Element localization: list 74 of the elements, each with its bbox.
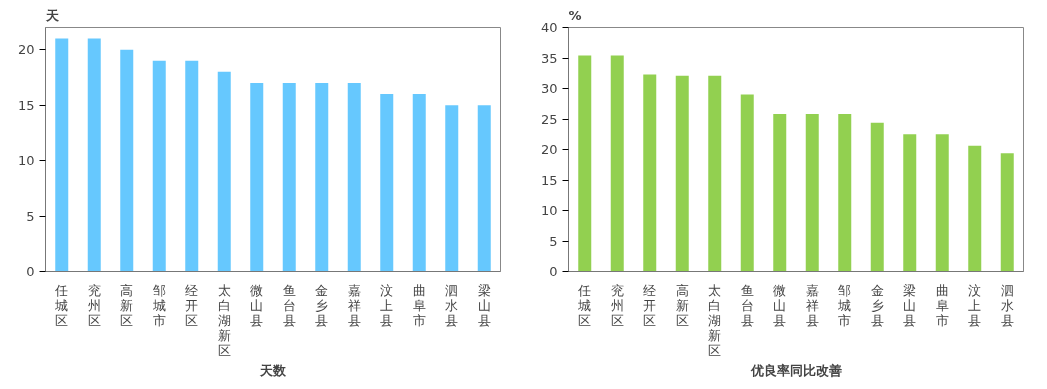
x-tick-label: 高新区 — [120, 282, 134, 328]
bar — [675, 75, 689, 272]
bar — [347, 82, 361, 272]
y-tick-label: 10 — [17, 153, 35, 169]
bar — [903, 134, 917, 272]
x-tick-label: 曲阜市 — [412, 282, 426, 328]
x-tick-label: 汶上县 — [968, 282, 982, 328]
bar — [185, 60, 199, 272]
y-tick-label: 40 — [540, 20, 558, 35]
bar — [805, 114, 819, 272]
y-tick-label: 10 — [540, 203, 558, 218]
x-tick-label: 任城区 — [577, 282, 592, 328]
x-tick-label: 兖州区 — [610, 282, 624, 328]
bar — [870, 122, 884, 272]
bar — [578, 55, 592, 272]
y-tick-label: 20 — [17, 42, 35, 58]
bar — [87, 38, 101, 272]
x-tick-label: 邹城市 — [837, 282, 852, 328]
x-tick-label: 邹城市 — [151, 282, 166, 328]
y-tick-label: 0 — [26, 264, 35, 279]
x-tick-label: 金乡县 — [870, 282, 884, 328]
x-tick-label: 微山县 — [773, 282, 787, 328]
bar — [935, 134, 949, 272]
y-tick-label: 25 — [540, 111, 558, 127]
y-tick-label: 15 — [540, 172, 558, 188]
bar — [610, 55, 624, 272]
bar — [250, 82, 264, 272]
y-tick-label: 5 — [549, 233, 558, 249]
bar — [282, 82, 296, 272]
bar — [740, 94, 754, 272]
bar — [120, 49, 134, 272]
bar — [315, 82, 329, 272]
bar — [838, 114, 852, 272]
bar — [477, 105, 491, 272]
x-tick-label: 兖州区 — [87, 282, 101, 328]
x-tick-label: 曲阜市 — [935, 282, 949, 328]
x-tick-label: 高新区 — [675, 282, 689, 328]
x-tick-label: 金乡县 — [315, 282, 329, 328]
y-tick-label: 0 — [549, 264, 558, 279]
bar — [445, 105, 459, 272]
x-tick-label: 太白湖新区 — [708, 282, 722, 358]
x-tick-label: 梁山县 — [903, 282, 917, 328]
x-tick-label: 汶上县 — [380, 282, 394, 328]
y-tick-label: 30 — [540, 81, 558, 96]
y-tick-label: 20 — [540, 142, 558, 157]
bar — [1000, 153, 1014, 272]
y-tick-label: 35 — [540, 50, 558, 66]
x-tick-label: 经开区 — [643, 282, 657, 328]
x-tick-label: 泗水县 — [445, 282, 459, 328]
bar — [217, 71, 231, 272]
bar — [412, 94, 426, 272]
x-tick-label: 任城区 — [54, 282, 69, 328]
bar — [152, 60, 166, 272]
x-axis-title: 优良率同比改善 — [749, 362, 842, 378]
bar — [773, 114, 787, 272]
x-tick-label: 经开区 — [185, 282, 199, 328]
bar — [380, 94, 394, 272]
y-axis-title: % — [568, 7, 582, 23]
bar — [708, 75, 722, 272]
x-tick-label: 梁山县 — [477, 282, 491, 328]
y-tick-label: 15 — [17, 97, 35, 113]
x-tick-label: 鱼台县 — [740, 282, 754, 328]
bar — [968, 145, 982, 272]
x-axis-title: 天数 — [259, 362, 287, 378]
x-tick-label: 嘉祥县 — [805, 282, 819, 328]
bar — [643, 74, 657, 272]
x-tick-label: 嘉祥县 — [347, 282, 361, 328]
x-tick-label: 鱼台县 — [282, 282, 296, 328]
y-axis-title: 天 — [44, 7, 60, 23]
x-tick-label: 泗水县 — [1000, 282, 1014, 328]
y-tick-label: 5 — [26, 208, 35, 224]
x-tick-label: 微山县 — [250, 282, 264, 328]
bar — [55, 38, 69, 272]
x-tick-label: 太白湖新区 — [217, 282, 231, 358]
